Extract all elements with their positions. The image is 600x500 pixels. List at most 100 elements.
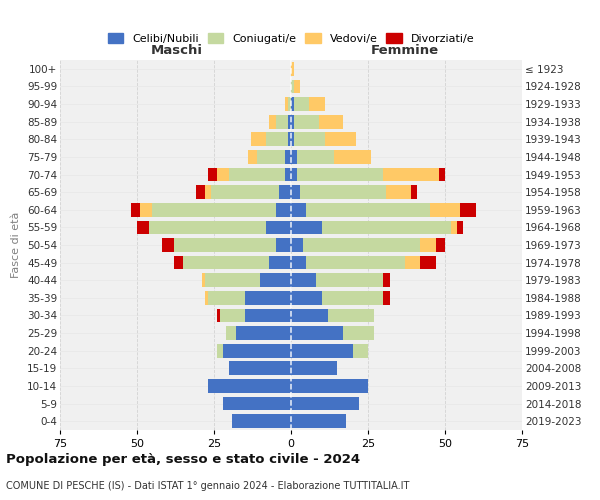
Bar <box>217 168 229 181</box>
Bar <box>149 220 266 234</box>
Bar <box>291 308 328 322</box>
Bar <box>288 115 291 128</box>
Bar <box>217 344 223 358</box>
Bar <box>291 344 353 358</box>
Bar <box>291 132 294 146</box>
Bar <box>291 256 307 270</box>
Bar <box>208 379 291 393</box>
Y-axis label: Fasce di età: Fasce di età <box>11 212 22 278</box>
Bar <box>451 220 457 234</box>
Bar <box>297 150 334 164</box>
Bar <box>245 308 291 322</box>
Bar <box>405 256 421 270</box>
Bar <box>229 362 291 375</box>
Bar <box>383 274 389 287</box>
Bar <box>291 168 297 181</box>
Bar <box>278 186 291 199</box>
Bar <box>421 238 436 252</box>
Bar <box>291 379 368 393</box>
Text: Maschi: Maschi <box>151 44 203 58</box>
Bar <box>275 115 288 128</box>
Bar <box>245 291 291 304</box>
Bar <box>266 132 288 146</box>
Bar <box>205 274 260 287</box>
Bar <box>430 203 460 216</box>
Text: Popolazione per età, sesso e stato civile - 2024: Popolazione per età, sesso e stato civil… <box>6 452 360 466</box>
Bar <box>325 132 356 146</box>
Text: Femmine: Femmine <box>371 44 439 58</box>
Bar <box>291 97 294 111</box>
Bar <box>161 238 174 252</box>
Bar <box>334 150 371 164</box>
Bar <box>269 256 291 270</box>
Bar <box>174 256 183 270</box>
Bar <box>343 326 374 340</box>
Bar <box>319 115 343 128</box>
Bar <box>275 238 291 252</box>
Bar <box>322 220 451 234</box>
Bar <box>291 186 300 199</box>
Bar <box>275 203 291 216</box>
Bar <box>291 203 307 216</box>
Bar <box>383 168 439 181</box>
Bar <box>291 362 337 375</box>
Bar <box>291 326 343 340</box>
Bar <box>294 97 310 111</box>
Bar <box>232 414 291 428</box>
Bar <box>208 168 217 181</box>
Bar <box>285 97 288 111</box>
Bar <box>304 238 421 252</box>
Bar <box>251 132 266 146</box>
Bar <box>411 186 417 199</box>
Bar <box>288 132 291 146</box>
Bar <box>208 291 245 304</box>
Bar <box>307 203 430 216</box>
Text: COMUNE DI PESCHE (IS) - Dati ISTAT 1° gennaio 2024 - Elaborazione TUTTITALIA.IT: COMUNE DI PESCHE (IS) - Dati ISTAT 1° ge… <box>6 481 409 491</box>
Bar <box>226 326 236 340</box>
Bar <box>294 132 325 146</box>
Bar <box>223 344 291 358</box>
Bar <box>291 62 294 76</box>
Bar <box>217 308 220 322</box>
Bar <box>386 186 411 199</box>
Bar <box>183 256 269 270</box>
Bar <box>196 186 205 199</box>
Bar <box>436 238 445 252</box>
Bar <box>294 80 300 94</box>
Bar <box>205 186 211 199</box>
Bar <box>307 256 405 270</box>
Bar <box>220 308 245 322</box>
Bar <box>291 274 316 287</box>
Bar <box>288 97 291 111</box>
Bar <box>291 115 294 128</box>
Bar <box>291 414 346 428</box>
Bar <box>236 326 291 340</box>
Bar <box>229 168 285 181</box>
Bar <box>285 150 291 164</box>
Bar <box>383 291 389 304</box>
Bar <box>291 396 359 410</box>
Bar <box>310 97 325 111</box>
Bar <box>202 274 205 287</box>
Bar <box>353 344 368 358</box>
Legend: Celibi/Nubili, Coniugati/e, Vedovi/e, Divorziati/e: Celibi/Nubili, Coniugati/e, Vedovi/e, Di… <box>103 28 479 48</box>
Bar <box>211 186 278 199</box>
Bar <box>322 291 383 304</box>
Bar <box>297 168 383 181</box>
Bar <box>257 150 285 164</box>
Bar <box>266 220 291 234</box>
Bar <box>421 256 436 270</box>
Bar <box>439 168 445 181</box>
Bar <box>316 274 383 287</box>
Bar <box>137 220 149 234</box>
Bar <box>460 203 476 216</box>
Bar <box>248 150 257 164</box>
Bar <box>285 168 291 181</box>
Bar <box>269 115 275 128</box>
Bar <box>205 291 208 304</box>
Bar <box>328 308 374 322</box>
Bar <box>291 238 304 252</box>
Bar <box>291 80 294 94</box>
Bar <box>223 396 291 410</box>
Bar <box>152 203 275 216</box>
